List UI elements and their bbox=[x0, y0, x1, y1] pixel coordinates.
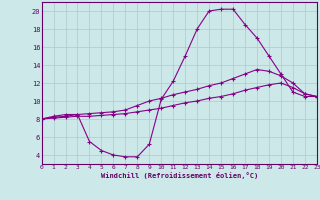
X-axis label: Windchill (Refroidissement éolien,°C): Windchill (Refroidissement éolien,°C) bbox=[100, 172, 258, 179]
